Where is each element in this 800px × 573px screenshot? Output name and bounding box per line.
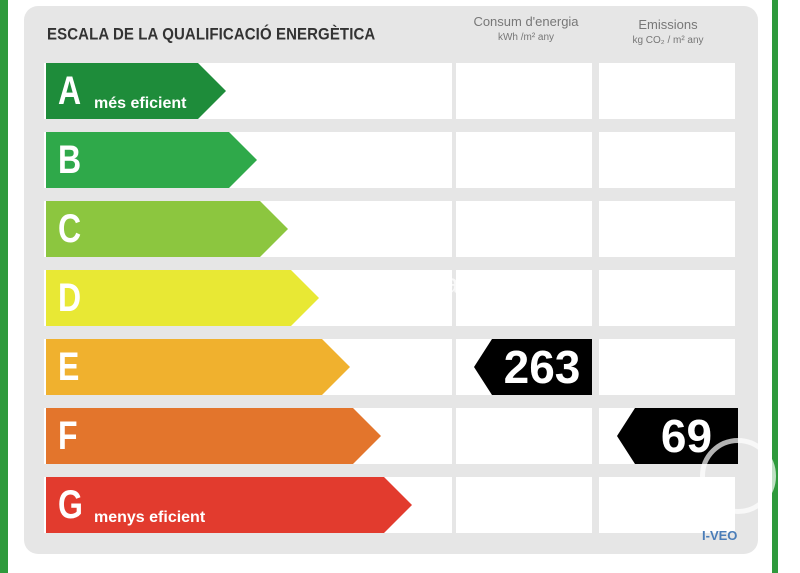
consumption-cell-c bbox=[456, 201, 592, 257]
consumption-header-title: Consum d'energia bbox=[473, 14, 579, 29]
watermark-circle-icon bbox=[700, 438, 776, 514]
class-letter-a: A bbox=[58, 69, 82, 113]
class-letter-g: G bbox=[58, 483, 83, 527]
class-arrow-c bbox=[46, 201, 288, 257]
right-border bbox=[772, 0, 778, 573]
consumption-cell-d bbox=[456, 270, 592, 326]
class-arrow-b bbox=[46, 132, 257, 188]
class-arrow-f bbox=[46, 408, 381, 464]
emissions-cell-e bbox=[599, 339, 735, 395]
left-border bbox=[0, 0, 8, 573]
consumption-cell-a bbox=[456, 63, 592, 119]
class-letter-e: E bbox=[58, 345, 80, 389]
class-note-g: menys eficient bbox=[94, 509, 206, 526]
emissions-header-title: Emissions bbox=[638, 17, 698, 32]
watermark: habitaclia bbox=[336, 268, 460, 299]
class-letter-c: C bbox=[58, 207, 82, 251]
emissions-cell-d bbox=[599, 270, 735, 326]
consumption-cell-g bbox=[456, 477, 592, 533]
class-letter-f: F bbox=[58, 414, 78, 458]
emissions-cell-b bbox=[599, 132, 735, 188]
emissions-cell-a bbox=[599, 63, 735, 119]
class-arrow-g bbox=[46, 477, 412, 533]
consumption-badge-value: 263 bbox=[503, 341, 581, 393]
consumption-badge bbox=[474, 339, 592, 395]
class-arrow-e bbox=[46, 339, 350, 395]
class-letter-d: D bbox=[58, 276, 82, 320]
class-letter-b: B bbox=[58, 138, 82, 182]
consumption-header-unit: kWh /m² any bbox=[497, 32, 555, 43]
emissions-cell-c bbox=[599, 201, 735, 257]
class-arrow-a bbox=[46, 63, 226, 119]
consumption-header: Consum d'energia kWh /m² any bbox=[456, 14, 596, 43]
class-arrow-d bbox=[46, 270, 319, 326]
label-title: ESCALA DE LA QUALIFICACIÓ ENERGÈTICA bbox=[47, 25, 376, 44]
brand-logo: I-VEO bbox=[702, 528, 738, 543]
consumption-cell-f bbox=[456, 408, 592, 464]
class-note-a: més eficient bbox=[94, 95, 187, 112]
emissions-header: Emissions kg CO₂ / m² any bbox=[598, 17, 738, 46]
emissions-header-unit: kg CO₂ / m² any bbox=[632, 35, 704, 46]
consumption-cell-b bbox=[456, 132, 592, 188]
emissions-badge-value: 69 bbox=[660, 410, 713, 462]
emissions-badge bbox=[617, 408, 738, 464]
